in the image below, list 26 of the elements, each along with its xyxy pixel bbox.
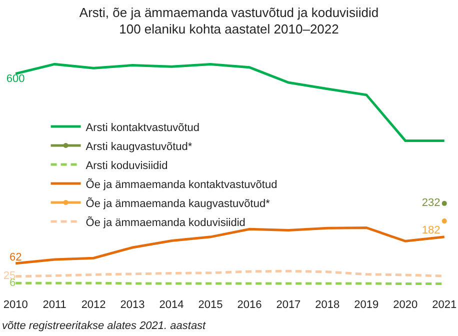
- x-tick-label: 2016: [237, 299, 262, 311]
- legend-label: Arsti kaugvastuvõtud*: [86, 140, 193, 153]
- text: võtte registreeritakse alates 2021. aastast: [2, 320, 207, 332]
- x-tick-label: 2011: [42, 299, 66, 311]
- legend-label: Õe ja ämmaemanda kaugvastuvõtud*: [86, 196, 271, 210]
- x-tick-label: 2019: [354, 299, 379, 311]
- x-tick-label: 2020: [393, 299, 418, 311]
- legend-label: Õe ja ämmaemanda kontaktvastuvõtud: [86, 178, 278, 191]
- x-tick-label: 2015: [198, 299, 223, 311]
- data-label: 600: [6, 72, 25, 85]
- data-label: 182: [422, 224, 440, 236]
- x-tick-label: 2017: [276, 299, 301, 311]
- data-label: 6: [9, 276, 16, 289]
- legend-label: Õe ja ämmaemanda koduvisiidid: [86, 216, 246, 229]
- legend-label: Arsti koduvisiidid: [86, 160, 168, 172]
- x-tick-label: 2018: [315, 299, 340, 311]
- x-tick-label: 2010: [3, 299, 28, 311]
- x-tick-label: 2021: [432, 299, 457, 311]
- x-tick-label: 2012: [81, 299, 106, 311]
- x-tick-label: 2013: [120, 299, 145, 311]
- data-label: 62: [9, 252, 22, 264]
- data-label: 232: [422, 197, 440, 210]
- chart-title: Arsti, õe ja ämmaemanda vastuvõtud ja koduvisiidid: [79, 4, 379, 20]
- x-tick-label: 2014: [159, 299, 184, 311]
- legend-label: Arsti kontaktvastuvõtud: [86, 122, 200, 134]
- chart-subtitle: 100 elaniku kohta aastatel 2010–2022: [119, 22, 339, 37]
